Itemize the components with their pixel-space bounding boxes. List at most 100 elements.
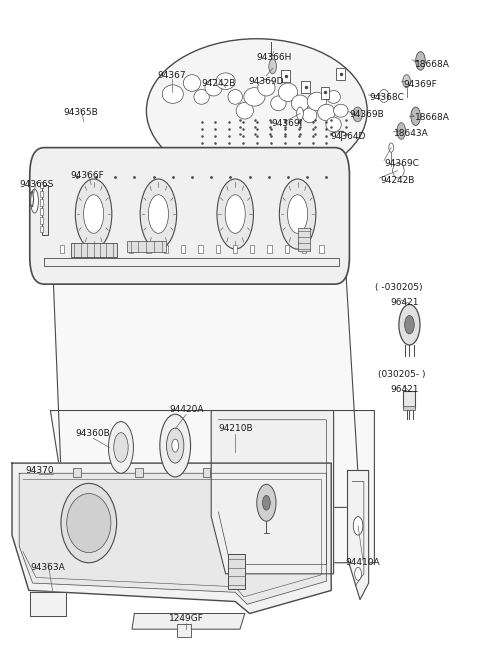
Text: 96421: 96421 <box>390 298 419 307</box>
Bar <box>73 468 81 477</box>
Circle shape <box>399 305 420 345</box>
Circle shape <box>288 195 308 233</box>
Bar <box>302 246 306 253</box>
Text: 94367: 94367 <box>157 71 186 80</box>
Circle shape <box>279 179 316 249</box>
Bar <box>267 246 272 253</box>
Ellipse shape <box>162 85 183 103</box>
Ellipse shape <box>160 414 191 477</box>
Circle shape <box>172 439 179 452</box>
Bar <box>112 246 116 253</box>
Bar <box>95 246 99 253</box>
Ellipse shape <box>403 75 410 88</box>
Ellipse shape <box>271 96 286 111</box>
Bar <box>203 468 210 477</box>
Bar <box>172 449 179 457</box>
Bar <box>285 246 289 253</box>
Polygon shape <box>30 592 66 616</box>
Bar <box>228 553 245 589</box>
Ellipse shape <box>393 163 404 178</box>
Text: 96421: 96421 <box>390 384 419 394</box>
Circle shape <box>269 59 276 74</box>
Text: 94366F: 94366F <box>71 171 104 179</box>
Bar <box>40 217 43 223</box>
Bar <box>281 70 290 82</box>
Bar <box>40 226 43 233</box>
Text: 94364D: 94364D <box>330 132 366 141</box>
Bar <box>71 242 117 257</box>
Bar <box>177 624 191 637</box>
Text: 94366S: 94366S <box>19 180 54 189</box>
Text: 94210B: 94210B <box>218 424 252 434</box>
Circle shape <box>389 143 394 152</box>
Bar <box>146 246 151 253</box>
Ellipse shape <box>397 122 406 140</box>
Ellipse shape <box>194 90 209 104</box>
Text: 18668A: 18668A <box>415 113 450 122</box>
Ellipse shape <box>108 422 133 474</box>
Ellipse shape <box>326 117 341 132</box>
Bar <box>298 228 310 251</box>
Bar <box>164 246 168 253</box>
Text: 94370: 94370 <box>25 466 54 475</box>
Ellipse shape <box>411 107 420 126</box>
Circle shape <box>217 179 253 249</box>
Polygon shape <box>132 614 245 629</box>
Text: 94420A: 94420A <box>169 405 204 414</box>
Text: 94369F: 94369F <box>403 81 437 89</box>
Text: 94410A: 94410A <box>346 558 380 567</box>
Bar <box>77 246 82 253</box>
Text: 94369B: 94369B <box>349 110 384 119</box>
Circle shape <box>355 567 361 580</box>
Polygon shape <box>19 474 326 605</box>
Circle shape <box>263 495 270 510</box>
Ellipse shape <box>353 107 362 122</box>
Bar <box>198 246 203 253</box>
Text: 94242B: 94242B <box>201 79 236 88</box>
Bar <box>129 246 133 253</box>
FancyBboxPatch shape <box>30 147 349 284</box>
Ellipse shape <box>236 102 253 119</box>
Ellipse shape <box>258 79 275 96</box>
Polygon shape <box>44 258 339 266</box>
Bar <box>250 246 254 253</box>
Bar <box>403 391 415 408</box>
Ellipse shape <box>216 73 235 90</box>
Ellipse shape <box>183 75 201 91</box>
Circle shape <box>75 179 112 249</box>
Bar <box>233 246 237 253</box>
Bar <box>181 246 185 253</box>
Ellipse shape <box>114 433 128 462</box>
Ellipse shape <box>297 107 303 120</box>
Ellipse shape <box>167 428 184 463</box>
Text: 94242B: 94242B <box>380 176 415 185</box>
Text: ( -030205): ( -030205) <box>375 284 422 292</box>
Text: 94369C: 94369C <box>384 159 419 168</box>
Polygon shape <box>211 411 334 574</box>
Text: 1249GF: 1249GF <box>169 614 204 623</box>
Ellipse shape <box>278 83 298 102</box>
Text: (030205- ): (030205- ) <box>378 370 425 379</box>
Circle shape <box>353 517 363 535</box>
Text: 18643A: 18643A <box>394 129 428 138</box>
Polygon shape <box>348 470 369 599</box>
Polygon shape <box>12 463 331 614</box>
Circle shape <box>405 316 414 334</box>
Bar <box>135 468 143 477</box>
Text: 18668A: 18668A <box>415 60 450 69</box>
Bar <box>301 81 310 93</box>
Ellipse shape <box>228 90 242 104</box>
Circle shape <box>225 195 245 233</box>
Ellipse shape <box>318 104 335 121</box>
Ellipse shape <box>146 39 367 183</box>
Circle shape <box>140 179 177 249</box>
Ellipse shape <box>244 88 265 106</box>
Circle shape <box>257 484 276 521</box>
Text: 94360B: 94360B <box>76 429 110 438</box>
Text: 94368C: 94368C <box>370 93 405 102</box>
Ellipse shape <box>302 108 317 122</box>
Bar <box>40 208 43 215</box>
Bar <box>321 86 329 99</box>
Bar <box>127 241 166 252</box>
Ellipse shape <box>327 90 340 103</box>
